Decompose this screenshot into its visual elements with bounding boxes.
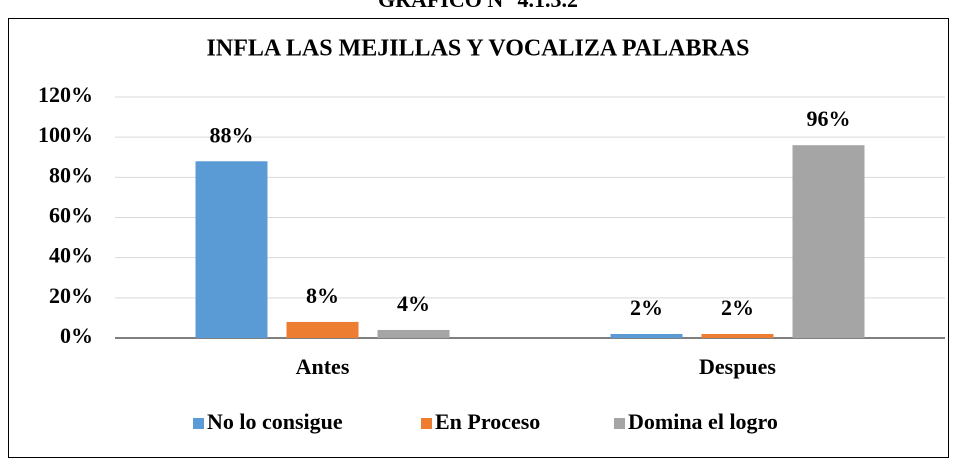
- legend-label: No lo consigue: [207, 409, 343, 434]
- legend-swatch: [614, 418, 625, 429]
- bar: [377, 329, 450, 338]
- bar: [610, 333, 683, 338]
- y-tick-label: 20%: [49, 283, 93, 308]
- bar: [792, 145, 865, 338]
- legend-swatch: [421, 418, 432, 429]
- value-label: 88%: [210, 122, 254, 147]
- bar: [286, 321, 359, 338]
- legend-label: En Proceso: [435, 409, 540, 434]
- y-tick-label: 100%: [38, 122, 93, 147]
- value-label: 96%: [807, 106, 851, 131]
- bar: [701, 333, 774, 338]
- caption: GRAFICO N° 4.1.3.2: [378, 0, 578, 12]
- value-label: 2%: [630, 295, 663, 320]
- y-tick-label: 0%: [60, 323, 93, 348]
- y-tick-label: 60%: [49, 203, 93, 228]
- value-label: 8%: [306, 283, 339, 308]
- y-tick-label: 40%: [49, 243, 93, 268]
- y-tick-label: 120%: [38, 82, 93, 107]
- value-label: 2%: [721, 295, 754, 320]
- value-label: 4%: [397, 291, 430, 316]
- y-tick-label: 80%: [49, 162, 93, 187]
- bar: [195, 161, 268, 338]
- chart-title: INFLA LAS MEJILLAS Y VOCALIZA PALABRAS: [207, 36, 750, 62]
- x-tick-label: Despues: [699, 354, 776, 379]
- x-tick-label: Antes: [296, 354, 350, 379]
- legend-swatch: [193, 418, 204, 429]
- legend-label: Domina el logro: [628, 409, 778, 434]
